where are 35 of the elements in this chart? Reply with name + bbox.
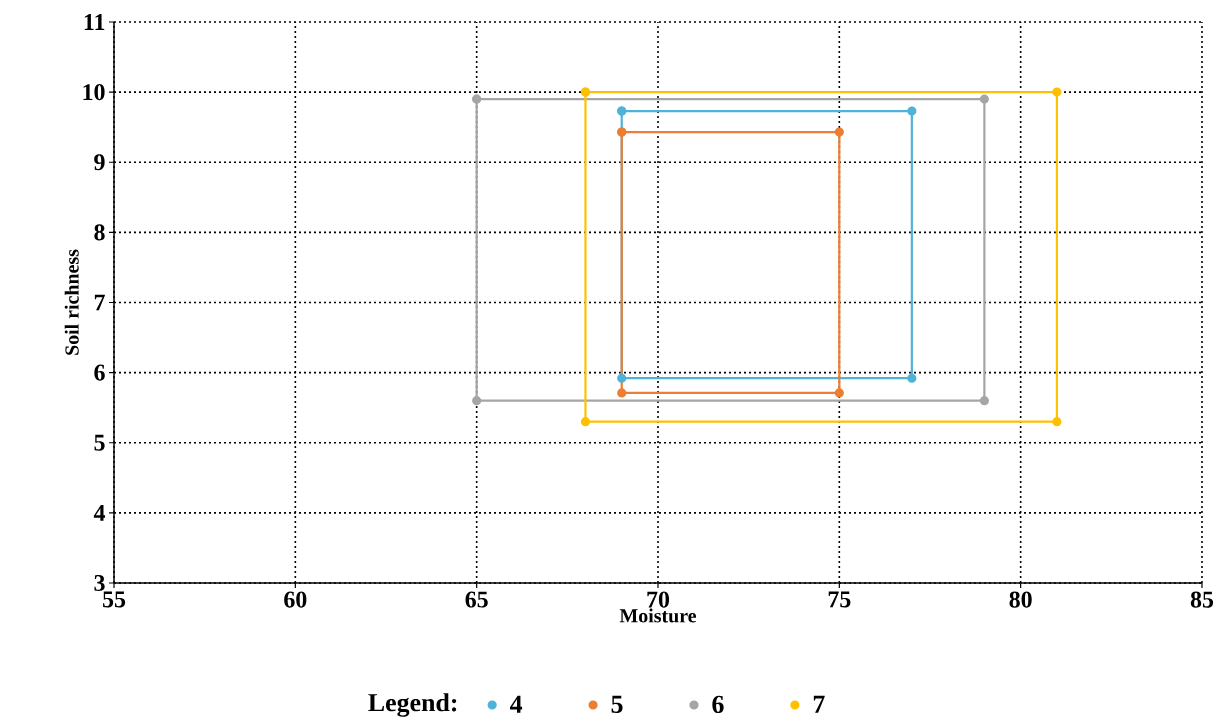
point	[979, 396, 989, 406]
x-axis-title: Moisture	[619, 608, 697, 623]
x-tick-label: 55	[103, 591, 126, 608]
point	[617, 373, 627, 383]
legend-label: 6	[712, 695, 724, 714]
x-tick-label: 75	[828, 591, 851, 608]
point	[617, 388, 627, 398]
y-tick-label: 10	[83, 84, 105, 101]
y-tick-label: 4	[93, 505, 106, 521]
x-tick-label: 65	[465, 591, 488, 608]
legend-label: 4	[510, 695, 523, 713]
y-axis-title: Soil richness	[64, 249, 79, 355]
point	[979, 94, 989, 104]
point	[580, 417, 591, 427]
y-tick-label: 6	[94, 364, 105, 381]
legend-title: Legend:	[368, 693, 457, 717]
point	[1052, 87, 1062, 97]
point	[907, 106, 917, 116]
y-tick-label: 7	[94, 294, 105, 311]
y-tick-label: 11	[84, 14, 105, 30]
point	[834, 127, 844, 137]
legend-label: 7	[813, 695, 825, 713]
x-tick-label: 60	[284, 591, 307, 608]
y-tick-label: 5	[94, 434, 105, 451]
x-tick-label: 85	[1190, 591, 1214, 608]
point	[907, 373, 917, 383]
y-tick-label: 8	[94, 224, 105, 241]
y-tick-label: 3	[94, 574, 105, 592]
point	[1052, 417, 1062, 427]
x-tick-label: 80	[1009, 591, 1032, 608]
y-tick-label: 9	[94, 154, 105, 171]
point	[834, 388, 844, 398]
x-tick-label: 70	[647, 591, 670, 608]
point	[472, 396, 482, 406]
legend-label: 5	[611, 695, 623, 713]
